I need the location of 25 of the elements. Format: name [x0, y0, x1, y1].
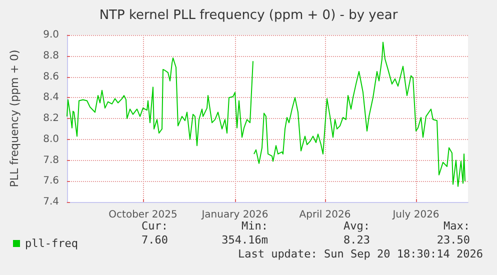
text: Min: — [242, 220, 268, 232]
y-tick-label: 8.2 — [43, 113, 59, 124]
y-tick-label: 7.8 — [43, 154, 59, 166]
text: Cur: — [142, 220, 168, 232]
y-tick-label: 7.6 — [43, 176, 59, 187]
y-tick-label: 8.4 — [43, 92, 59, 104]
x-tick-label: April 2026 — [299, 210, 351, 220]
text: 8.23 — [344, 234, 370, 246]
chart-title: NTP kernel PLL frequency (ppm + 0) - by year — [99, 8, 398, 23]
y-tick-label: 8.8 — [43, 50, 59, 62]
x-tick-label: July 2026 — [392, 210, 440, 220]
y-tick-label: 7.4 — [43, 196, 59, 208]
text: 7.60 — [142, 234, 168, 246]
x-tick-label: October 2025 — [108, 210, 178, 220]
text: Avg: — [344, 220, 370, 232]
y-tick-label: 9.0 — [43, 30, 59, 40]
text: Last update: Sun Sep 20 18:30:14 2026 — [238, 248, 483, 260]
y-axis-title: PLL frequency (ppm + 0) — [8, 50, 21, 188]
y-tick-label: 8.6 — [43, 71, 59, 82]
text: 354.16m — [222, 234, 268, 246]
x-tick-label: January 2026 — [200, 210, 268, 220]
text: 23.50 — [436, 234, 470, 246]
text: Max: — [444, 220, 470, 232]
legend-label: pll-freq — [25, 237, 78, 250]
y-tick-label: 8.0 — [43, 134, 59, 145]
